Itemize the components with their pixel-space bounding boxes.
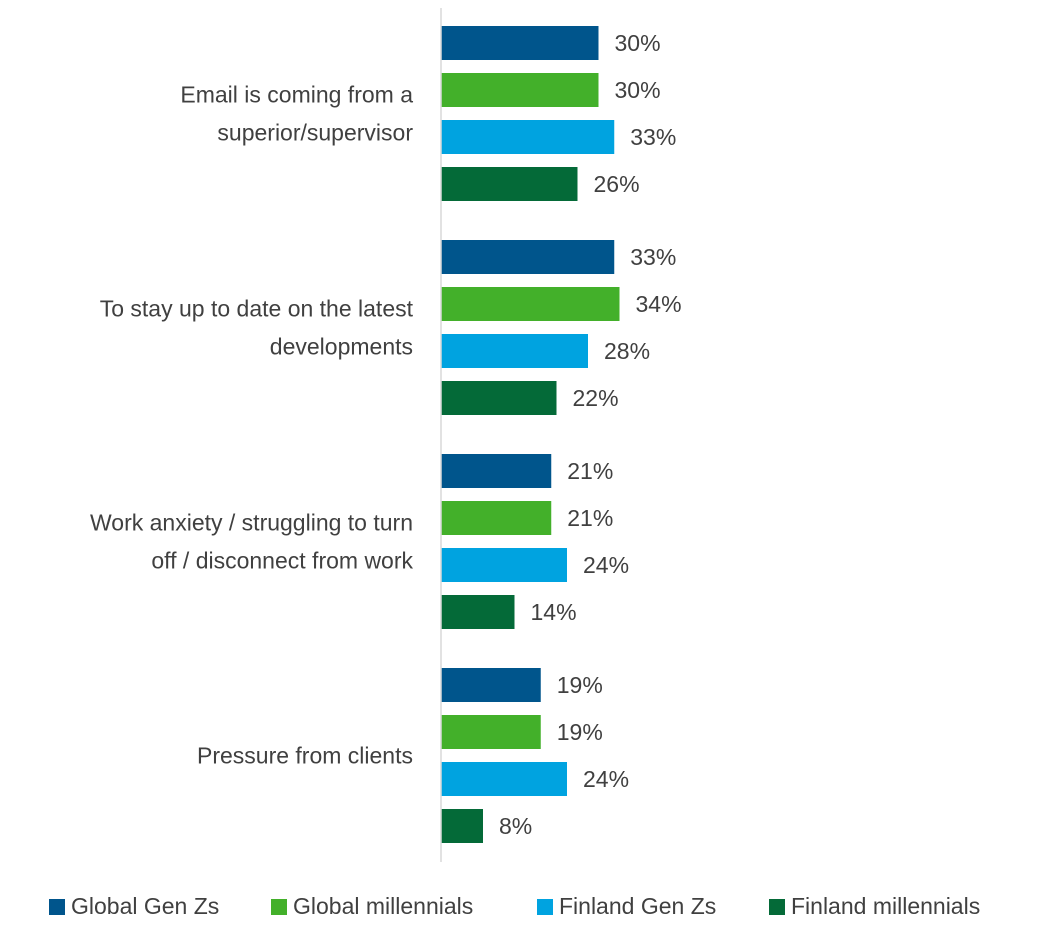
legend-swatch xyxy=(271,899,287,915)
bar xyxy=(441,334,588,368)
category-label: developments xyxy=(270,334,413,360)
legend: Global Gen Zs Global millennials Finland G… xyxy=(49,893,980,919)
data-label: 34% xyxy=(636,291,682,317)
bar xyxy=(441,809,483,843)
data-label: 21% xyxy=(567,505,613,531)
bar xyxy=(441,26,599,60)
value-labels: 30%30%33%26%33%34%28%22%21%21%24%14%19%1… xyxy=(499,30,682,839)
legend-swatch xyxy=(537,899,553,915)
legend-swatch xyxy=(49,899,65,915)
data-label: 24% xyxy=(583,552,629,578)
legend-label: Global millennials xyxy=(293,893,473,919)
bar xyxy=(441,120,615,154)
data-label: 21% xyxy=(567,458,613,484)
category-label: Work anxiety / struggling to turn xyxy=(90,510,413,536)
data-label: 8% xyxy=(499,813,532,839)
data-label: 19% xyxy=(557,719,603,745)
data-label: 24% xyxy=(583,766,629,792)
bar xyxy=(441,715,541,749)
data-label: 26% xyxy=(594,171,640,197)
legend-label: Finland millennials xyxy=(791,893,980,919)
bar xyxy=(441,287,620,321)
data-label: 30% xyxy=(615,30,661,56)
data-label: 19% xyxy=(557,672,603,698)
bar xyxy=(441,240,615,274)
category-label: Email is coming from a xyxy=(180,82,413,108)
category-label: To stay up to date on the latest xyxy=(100,296,414,322)
category-label: off / disconnect from work xyxy=(151,548,413,574)
bar xyxy=(441,381,557,415)
legend-swatch xyxy=(769,899,785,915)
data-label: 33% xyxy=(630,124,676,150)
data-label: 14% xyxy=(531,599,577,625)
bar xyxy=(441,501,552,535)
bar xyxy=(441,668,541,702)
data-label: 22% xyxy=(573,385,619,411)
bar xyxy=(441,454,552,488)
legend-label: Global Gen Zs xyxy=(71,893,219,919)
data-label: 30% xyxy=(615,77,661,103)
data-label: 33% xyxy=(630,244,676,270)
bar xyxy=(441,548,567,582)
bar xyxy=(441,167,578,201)
bar xyxy=(441,73,599,107)
category-label: Pressure from clients xyxy=(197,743,413,769)
bar xyxy=(441,762,567,796)
data-label: 28% xyxy=(604,338,650,364)
category-labels: Email is coming from a superior/superviso… xyxy=(90,82,414,769)
legend-label: Finland Gen Zs xyxy=(559,893,716,919)
bars xyxy=(441,26,620,843)
bar xyxy=(441,595,515,629)
category-label: superior/supervisor xyxy=(217,120,413,146)
